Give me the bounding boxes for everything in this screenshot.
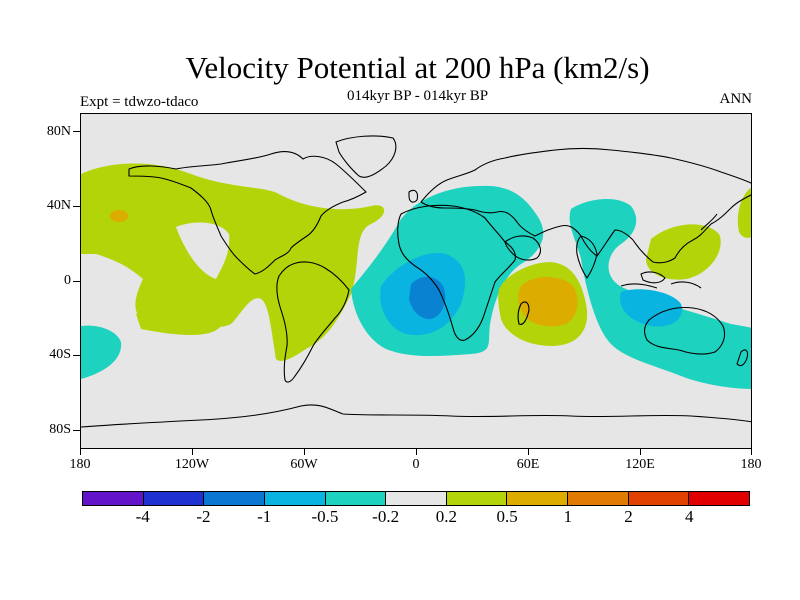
colorbar-segment <box>386 492 447 505</box>
coastline-south-america <box>276 261 350 383</box>
contour-positive-dateline-edge <box>737 187 751 238</box>
contour-positive-south-pacific <box>136 312 221 335</box>
colorbar-label: -2 <box>196 507 211 526</box>
coastline-indonesia <box>620 271 702 289</box>
contour-negative-atlantic-2 <box>409 276 446 320</box>
lon-tick <box>751 449 752 455</box>
lat-label-80s: 80S <box>49 422 71 437</box>
colorbar-label: -1 <box>257 507 272 526</box>
lon-tick <box>416 449 417 455</box>
chart-title: Velocity Potential at 200 hPa (km2/s) <box>185 50 650 85</box>
coastline-arabia <box>504 235 542 261</box>
contour-positive-pacific-americas <box>81 163 385 361</box>
colorbar-segment <box>446 492 508 505</box>
coastline-greenland <box>335 135 397 178</box>
lat-label-40n: 40N <box>46 198 71 213</box>
lon-tick <box>528 449 529 455</box>
chart-subtitle: 014kyr BP - 014kyr BP <box>346 88 489 104</box>
colorbar-segment <box>83 492 144 505</box>
lon-label-0: 0 <box>412 457 420 472</box>
contour-0_5-north-pacific <box>110 210 128 222</box>
lat-label-40s: 40S <box>49 347 71 362</box>
map-plot-area <box>80 113 752 449</box>
lon-label-180w: 180 <box>69 457 91 472</box>
colorbar-segment <box>264 492 326 505</box>
colorbar-segment <box>204 492 265 505</box>
colorbar-label: 2 <box>624 507 633 526</box>
colorbar-segment <box>689 492 750 505</box>
colorbar-segment <box>628 492 690 505</box>
season-label: ANN <box>719 91 753 107</box>
coastline-new-zealand <box>736 349 749 367</box>
colorbar-label: 0.2 <box>435 507 457 526</box>
coastline-india <box>576 235 598 279</box>
coastline-africa <box>397 204 516 341</box>
lon-label-60w: 60W <box>290 457 318 472</box>
lat-tick <box>73 131 80 132</box>
map-svg <box>81 114 751 448</box>
colorbar-label: -0.5 <box>311 507 339 526</box>
coastline-antarctica <box>81 404 751 428</box>
colorbar-label: 0.5 <box>496 507 518 526</box>
lat-label-80n: 80N <box>46 124 71 139</box>
contour-positive-west-pacific <box>646 224 721 280</box>
lon-label-60e: 60E <box>516 457 540 472</box>
colorbar-label: 4 <box>685 507 694 526</box>
coastline-australia <box>644 306 726 355</box>
lat-label-eq: 0 <box>64 273 71 288</box>
colorbar <box>82 491 750 506</box>
lon-tick <box>304 449 305 455</box>
lat-tick <box>73 355 80 356</box>
lat-tick <box>73 281 80 282</box>
colorbar-label: -0.2 <box>372 507 400 526</box>
coastlines <box>81 135 751 428</box>
lon-label-120w: 120W <box>174 457 210 472</box>
colorbar-segment <box>568 492 629 505</box>
coastline-japan <box>700 213 718 231</box>
colorbar-segment <box>507 492 569 505</box>
contour-negative-indo-pacific <box>569 199 751 389</box>
lon-label-120e: 120E <box>625 457 655 472</box>
lon-tick <box>640 449 641 455</box>
coastline-north-america <box>128 150 367 275</box>
contour-negative-west-edge <box>81 325 122 379</box>
lat-tick <box>73 206 80 207</box>
lon-label-180e: 180 <box>740 457 762 472</box>
lon-tick <box>192 449 193 455</box>
lat-tick <box>73 430 80 431</box>
colorbar-label: -4 <box>135 507 150 526</box>
coastline-uk <box>408 189 419 203</box>
lon-tick <box>80 449 81 455</box>
contour-neutral-notch <box>176 222 230 279</box>
colorbar-segment <box>143 492 205 505</box>
experiment-label: Expt = tdwzo-tdaco <box>80 94 199 110</box>
coastline-madagascar <box>517 301 530 325</box>
colorbar-label: 1 <box>563 507 573 526</box>
contour-negative-indo-pacific-1 <box>620 289 682 327</box>
contour-0_5-indian-ocean <box>518 277 578 327</box>
colorbar-segment <box>325 492 387 505</box>
coastline-eurasia <box>420 147 751 264</box>
